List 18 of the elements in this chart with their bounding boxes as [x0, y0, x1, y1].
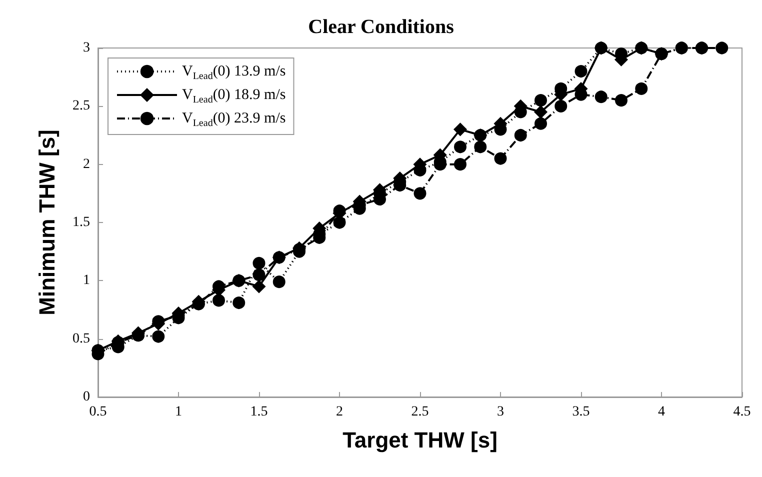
y-tick-label: 0.5: [72, 331, 90, 346]
x-tick-label: 2: [336, 404, 343, 420]
chart-title: Clear Conditions: [308, 16, 454, 38]
y-tick-label: 2.5: [72, 98, 90, 114]
x-axis-title: Target THW [s]: [342, 428, 498, 452]
y-tick-label: 3: [83, 40, 90, 56]
x-tick-label: 2.5: [411, 404, 429, 420]
x-tick-label: 4.5: [733, 404, 751, 420]
y-tick-label: 1.5: [72, 215, 90, 230]
x-tick-label: 4: [658, 404, 665, 420]
x-tick-label: 1.5: [250, 404, 268, 420]
x-tick-label: 3.5: [572, 404, 590, 420]
x-tick-label: 1: [175, 404, 182, 420]
y-tick-label: 2: [83, 156, 90, 172]
y-tick-label: 1: [83, 273, 90, 288]
x-tick-label: 3: [497, 404, 504, 420]
y-tick-label: 0: [83, 390, 90, 404]
y-axis-title: Minimum THW [s]: [34, 130, 60, 316]
